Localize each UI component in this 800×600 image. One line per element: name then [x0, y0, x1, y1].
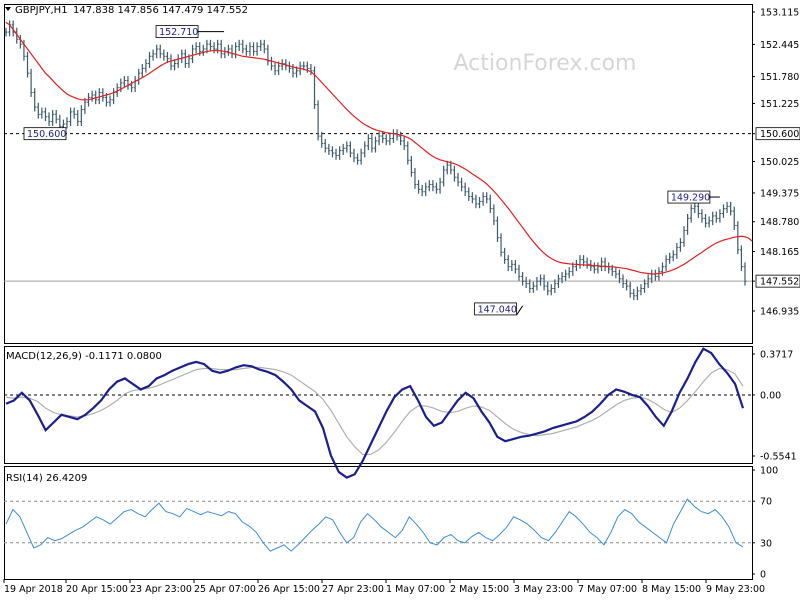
rsi-tick-label: 30 — [760, 538, 772, 549]
macd-main-line — [5, 347, 745, 479]
dropdown-arrow-icon[interactable] — [5, 7, 11, 11]
macd-label: MACD(12,26,9) -0.1171 0.0800 — [6, 351, 162, 362]
watermark: ActionForex.com — [454, 51, 637, 76]
ohlc-header: 147.838 147.856 147.479 147.552 — [73, 5, 248, 16]
annotation-box — [474, 302, 517, 316]
price-tick-label: 150.600 — [760, 129, 799, 140]
price-tick-label: 146.935 — [760, 307, 799, 318]
time-tick-label: 19 Apr 2018 — [4, 584, 63, 595]
rsi-label: RSI(14) 26.4209 — [6, 473, 87, 484]
moving-average-line — [5, 21, 753, 275]
time-tick-label: 20 Apr 15:00 — [66, 584, 128, 595]
macd-signal-line — [5, 366, 744, 456]
time-tick-label: 25 Apr 07:00 — [194, 584, 256, 595]
annotation-box — [155, 25, 199, 38]
rsi-tick-label: 0 — [760, 570, 766, 581]
rsi-panel: 100 70 30 0 — [4, 466, 778, 581]
rsi-line — [5, 498, 744, 552]
annotation-label: 152.710 — [159, 27, 198, 38]
time-axis: 19 Apr 2018 20 Apr 15:00 23 Apr 23:00 25 Ap… — [3, 579, 765, 595]
current-price-box — [755, 274, 800, 288]
time-tick-label: 23 Apr 23:00 — [130, 584, 192, 595]
rsi-tick-label: 70 — [760, 497, 772, 508]
annotation-box — [667, 190, 711, 204]
macd-tick-label: 0.3717 — [760, 350, 793, 361]
price-tick-label: 148.780 — [760, 217, 799, 228]
symbol-header: GBPJPY,H1 — [15, 5, 68, 16]
price-panel: 153.115 152.445 151.780 151.225 150.600 150.0… — [4, 8, 800, 318]
level-price-box — [755, 127, 800, 141]
price-tick-label: 149.375 — [760, 188, 799, 199]
price-tick-label: 147.552 — [760, 277, 799, 288]
time-tick-label: 2 May 15:00 — [450, 584, 509, 595]
price-tick-label: 152.445 — [760, 40, 799, 51]
price-tick-label: 153.115 — [760, 8, 799, 19]
macd-panel: 0.3717 0.00 -0.5541 — [4, 347, 797, 479]
rsi-tick-label: 100 — [760, 466, 778, 477]
time-tick-label: 8 May 15:00 — [642, 584, 701, 595]
macd-frame — [4, 346, 753, 464]
time-tick-label: 26 Apr 15:00 — [258, 584, 320, 595]
rsi-frame — [4, 466, 753, 580]
annotation-leader — [516, 305, 523, 316]
time-tick-label: 7 May 07:00 — [578, 584, 637, 595]
annotation-label: 149.290 — [671, 193, 710, 204]
time-tick-label: 1 May 07:00 — [386, 584, 445, 595]
price-tick-label: 148.165 — [760, 247, 799, 258]
annotation-label: 147.040 — [478, 304, 517, 315]
annotation-label: 150.600 — [27, 129, 66, 140]
time-tick-label: 27 Apr 23:00 — [322, 584, 384, 595]
price-tick-label: 150.025 — [760, 157, 799, 168]
macd-tick-label: 0.00 — [760, 390, 781, 401]
price-tick-label: 151.225 — [760, 99, 799, 110]
time-tick-label: 3 May 23:00 — [514, 584, 573, 595]
macd-tick-label: -0.5541 — [760, 452, 797, 463]
price-tick-label: 151.780 — [760, 72, 799, 83]
price-frame — [4, 4, 753, 344]
annotation-box — [23, 127, 67, 141]
time-tick-label: 9 May 23:00 — [706, 584, 765, 595]
